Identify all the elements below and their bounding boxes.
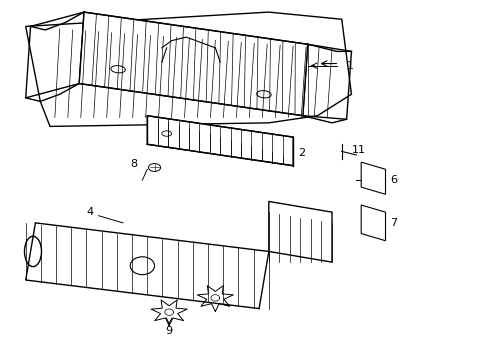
Polygon shape bbox=[147, 116, 292, 166]
Text: 8: 8 bbox=[130, 159, 137, 169]
Text: 6: 6 bbox=[389, 175, 397, 185]
Text: 2: 2 bbox=[297, 148, 305, 158]
Text: 3: 3 bbox=[38, 247, 45, 256]
Text: 10: 10 bbox=[244, 293, 258, 303]
Polygon shape bbox=[361, 205, 385, 241]
Text: 1: 1 bbox=[346, 61, 353, 71]
Text: 4: 4 bbox=[86, 207, 94, 217]
Text: 7: 7 bbox=[389, 218, 397, 228]
Polygon shape bbox=[361, 162, 385, 194]
Text: 5: 5 bbox=[168, 282, 175, 292]
Text: 9: 9 bbox=[165, 327, 172, 337]
Polygon shape bbox=[26, 223, 268, 309]
Polygon shape bbox=[79, 12, 307, 116]
Text: 11: 11 bbox=[351, 145, 365, 155]
Polygon shape bbox=[268, 202, 331, 262]
